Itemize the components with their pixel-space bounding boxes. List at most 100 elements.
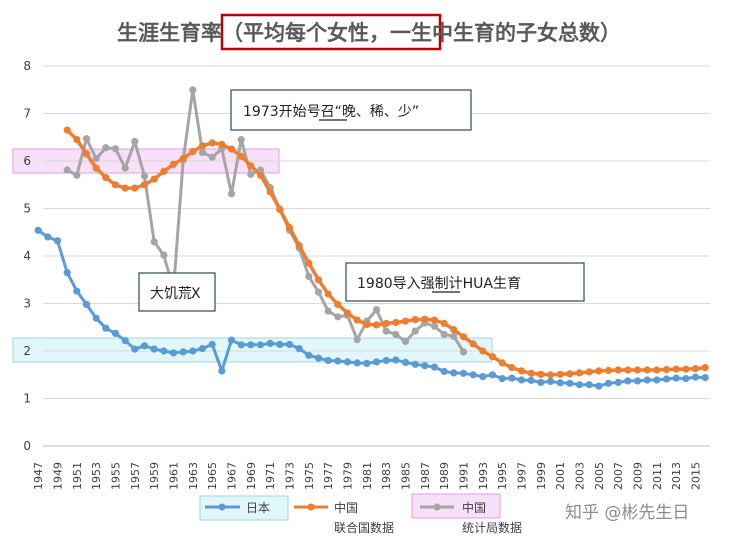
series-2-point-1986 [411,327,419,335]
legend-japan-label: 日本 [246,501,270,515]
series-1-point-1983 [382,319,390,327]
series-0-point-1953 [92,314,100,322]
series-0-point-1961 [169,349,178,357]
series-1-point-1992 [469,340,477,348]
x-tick-label-1977: 1977 [322,462,335,490]
series-1-point-2016 [701,364,709,372]
series-0-point-1993 [479,373,487,381]
series-1-point-2002 [566,370,574,378]
series-2-point-1967 [227,190,236,198]
series-1-point-2012 [662,365,671,374]
chart-title: 生涯生育率（平均每个女性，一生中生育的子女总数） [117,21,621,45]
y-tick-label-5: 5 [23,202,31,216]
y-tick-label-0: 0 [23,439,31,453]
series-0-point-1970 [256,341,265,349]
series-0-point-1950 [63,269,71,277]
series-1-point-2006 [604,366,613,375]
x-tick-label-2001: 2001 [554,462,567,490]
y-axis: 0 1 2 3 4 5 6 7 8 [23,59,31,453]
series-2-point-1988 [430,322,439,330]
series-2-point-1977 [324,307,332,315]
series-1-point-1975 [305,259,313,267]
x-tick-label-1947: 1947 [32,462,45,490]
x-tick-label-1973: 1973 [284,462,297,490]
series-0-point-1947 [34,226,42,234]
x-axis: 1947 1949 1951 1953 1955 1957 1959 1961 1963 1965… [32,445,710,490]
series-1-point-1967 [227,145,236,153]
series-0-point-1994 [488,371,497,379]
series-2-point-1953 [92,155,100,163]
series-2-point-1976 [314,288,323,296]
series-0-point-1983 [382,356,390,365]
series-1-point-1970 [256,171,265,179]
series-2-point-1963 [189,86,197,94]
series-0-point-1981 [363,359,371,367]
series-1-point-1991 [459,333,468,341]
series-2-point-1982 [372,306,381,314]
series-0-point-1984 [392,356,400,364]
x-tick-label-1961: 1961 [168,462,181,490]
series-1-point-1989 [440,319,448,327]
series-0-point-2008 [624,377,632,385]
x-tick-label-1969: 1969 [245,462,258,490]
series-0-point-1952 [82,300,91,308]
x-tick-label-1955: 1955 [110,462,123,490]
series-0-point-2011 [653,376,661,384]
x-tick-label-1949: 1949 [52,462,65,490]
y-tick-label-3: 3 [23,297,31,311]
x-tick-label-1975: 1975 [303,462,316,490]
series-0-point-1962 [179,348,187,356]
series-0-point-1967 [227,336,236,344]
series-1-point-1998 [527,369,535,377]
x-tick-label-1967: 1967 [226,462,239,490]
series-0-point-2012 [662,375,671,383]
series-2-point-1978 [334,313,342,321]
series-1-point-1958 [140,181,149,189]
series-0-point-1960 [160,347,168,355]
series-2-point-1980 [353,336,361,344]
series-1-point-1950 [63,126,71,134]
legend: 日本 中国 联合国数据 中国 统计局数据 [199,493,522,535]
series-0-point-2001 [556,379,564,387]
y-tick-label-8: 8 [23,59,31,73]
series-1-point-1954 [102,174,110,182]
series-0-point-1989 [440,367,448,375]
series-1-point-2009 [633,366,642,374]
series-1-point-1993 [479,347,487,355]
series-2-point-1985 [401,337,410,346]
plot-area [34,86,709,390]
legend-china-un-label: 中国 [334,500,358,515]
series-1-point-1965 [208,139,216,147]
series-1-point-1974 [295,242,303,250]
legend-china-un-sublabel: 联合国数据 [334,520,394,535]
x-tick-label-2007: 2007 [612,462,625,490]
series-0-point-2004 [585,381,593,389]
series-2-point-1989 [440,330,448,338]
y-tick-label-7: 7 [23,107,31,121]
series-1-point-1995 [498,359,506,367]
x-tick-label-1979: 1979 [342,462,355,490]
series-1-point-1985 [401,317,410,325]
annotation-1973-text: 1973开始号召“晚、稀、少” [243,104,419,120]
series-0-point-2010 [643,376,651,384]
series-0-point-1954 [102,324,110,332]
series-1-point-1980 [353,316,361,324]
series-0-point-1956 [121,337,129,345]
x-tick-label-1981: 1981 [361,462,374,490]
x-tick-label-2009: 2009 [632,462,645,490]
legend-china-nbs-label: 中国 [462,500,486,515]
series-0-point-1985 [401,358,410,366]
series-0-point-2007 [614,378,622,386]
series-line-0 [36,228,707,388]
y-tick-label-4: 4 [23,249,31,263]
x-tick-label-1987: 1987 [419,462,432,490]
series-0-point-1979 [343,358,352,366]
series-0-point-1986 [411,360,419,368]
series-1-point-1994 [488,353,497,361]
series-2-point-1983 [382,327,390,335]
series-2-point-1952 [82,135,91,143]
series-1-point-1973 [285,223,294,232]
series-1-point-1996 [508,364,516,372]
series-2-point-1954 [102,144,110,152]
